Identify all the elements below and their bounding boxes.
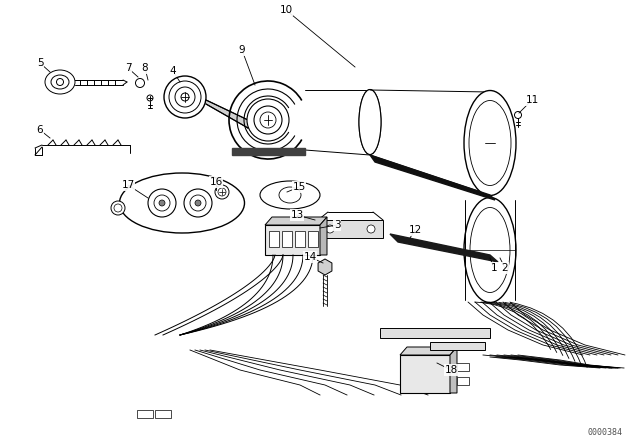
Ellipse shape — [218, 188, 226, 196]
Ellipse shape — [359, 90, 381, 155]
Ellipse shape — [469, 100, 511, 185]
Ellipse shape — [367, 225, 375, 233]
Bar — [137, 410, 153, 418]
Ellipse shape — [56, 78, 63, 86]
Bar — [282, 231, 292, 247]
Ellipse shape — [464, 90, 516, 195]
Ellipse shape — [254, 106, 282, 134]
Text: 16: 16 — [209, 177, 223, 187]
Text: 3: 3 — [333, 220, 340, 230]
Text: 9: 9 — [239, 45, 245, 55]
Polygon shape — [390, 234, 498, 262]
Text: 0000384: 0000384 — [587, 428, 622, 437]
Bar — [265, 225, 320, 255]
Ellipse shape — [260, 112, 276, 128]
Bar — [380, 328, 490, 338]
Ellipse shape — [147, 95, 153, 101]
Text: 2: 2 — [502, 263, 508, 273]
Ellipse shape — [247, 99, 289, 141]
Ellipse shape — [45, 70, 75, 94]
Ellipse shape — [120, 173, 244, 233]
Ellipse shape — [169, 81, 201, 113]
Bar — [155, 410, 171, 418]
Ellipse shape — [515, 112, 522, 119]
Ellipse shape — [215, 185, 229, 199]
Bar — [457, 377, 469, 385]
Polygon shape — [370, 155, 495, 200]
Polygon shape — [318, 259, 332, 275]
Bar — [400, 355, 450, 393]
Polygon shape — [232, 148, 305, 155]
Text: 13: 13 — [291, 210, 303, 220]
Ellipse shape — [260, 181, 320, 209]
Ellipse shape — [363, 97, 377, 147]
Ellipse shape — [154, 195, 170, 211]
Bar — [457, 363, 469, 371]
Bar — [308, 231, 318, 247]
Text: 6: 6 — [36, 125, 44, 135]
Ellipse shape — [148, 189, 176, 217]
Bar — [318, 220, 383, 238]
Polygon shape — [35, 145, 50, 155]
Text: 12: 12 — [408, 225, 422, 235]
Text: 15: 15 — [292, 182, 306, 192]
Ellipse shape — [279, 187, 301, 203]
Ellipse shape — [464, 198, 516, 302]
Text: 14: 14 — [303, 252, 317, 262]
Ellipse shape — [111, 201, 125, 215]
Text: 1: 1 — [491, 263, 497, 273]
Ellipse shape — [181, 93, 189, 101]
Ellipse shape — [190, 195, 206, 211]
Text: 4: 4 — [170, 66, 176, 76]
Polygon shape — [35, 147, 42, 155]
Polygon shape — [265, 217, 327, 225]
Text: 11: 11 — [525, 95, 539, 105]
Text: 5: 5 — [36, 58, 44, 68]
Ellipse shape — [184, 189, 212, 217]
Bar — [295, 231, 305, 247]
Text: 7: 7 — [125, 63, 131, 73]
Polygon shape — [450, 347, 457, 393]
Ellipse shape — [159, 200, 165, 206]
Bar — [269, 231, 279, 247]
Text: 18: 18 — [444, 365, 458, 375]
Ellipse shape — [175, 87, 195, 107]
Ellipse shape — [164, 76, 206, 118]
Ellipse shape — [136, 78, 145, 87]
Text: 8: 8 — [141, 63, 148, 73]
Ellipse shape — [114, 204, 122, 212]
Bar — [430, 342, 485, 350]
Text: 17: 17 — [122, 180, 134, 190]
Polygon shape — [400, 347, 457, 355]
Text: 10: 10 — [280, 5, 292, 15]
Ellipse shape — [359, 90, 381, 155]
Ellipse shape — [195, 200, 201, 206]
Ellipse shape — [51, 75, 69, 89]
Polygon shape — [320, 217, 327, 255]
Ellipse shape — [326, 225, 334, 233]
Polygon shape — [206, 100, 252, 128]
